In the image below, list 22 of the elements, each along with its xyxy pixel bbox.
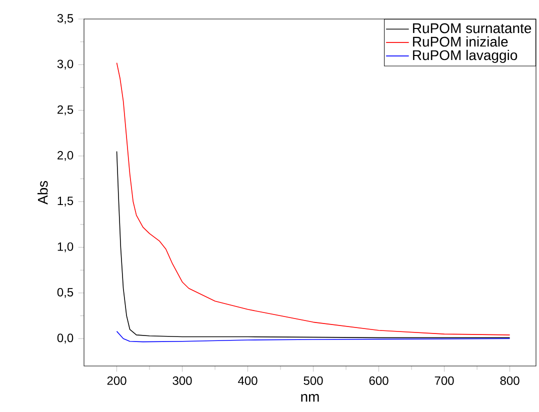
legend-label: RuPOM iniziale: [413, 36, 508, 47]
x-tick-label: 700: [434, 376, 454, 385]
y-tick-label: 2,0: [58, 151, 74, 161]
y-tick-label: 0,5: [57, 288, 74, 298]
x-tick-label: 500: [304, 376, 323, 385]
x-tick-label: 300: [172, 376, 192, 385]
x-tick-label: 600: [369, 376, 388, 385]
x-tick-label: 800: [500, 376, 520, 385]
line-series: [116, 151, 510, 338]
legend-label: RuPOM lavaggio: [413, 50, 518, 63]
legend-label: RuPOM surnatante: [413, 23, 532, 34]
x-axis-title: nm: [301, 394, 319, 402]
x-tick-label: 200: [107, 376, 126, 385]
y-tick-label: 3,5: [57, 14, 74, 24]
y-tick-label: 1,5: [58, 196, 74, 207]
line-series: [116, 330, 510, 342]
y-tick-label: 0,0: [57, 334, 74, 344]
x-tick-label: 400: [238, 376, 258, 385]
y-tick-label: 1,0: [58, 242, 74, 252]
y-axis-title: Abs: [37, 180, 48, 205]
y-tick-label: 2,5: [58, 105, 74, 116]
y-tick-label: 3,0: [57, 60, 74, 70]
